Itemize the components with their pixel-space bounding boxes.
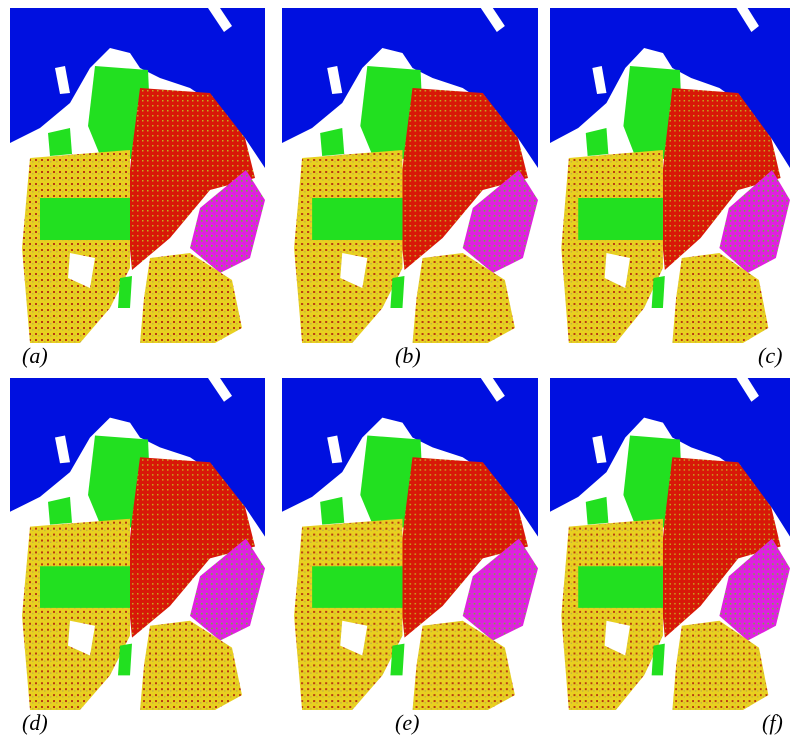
map-a [10, 8, 265, 343]
caption: (d) [22, 710, 48, 736]
figure: (a) (b) (c) (d) (e) (f) [0, 0, 800, 740]
map-c [550, 8, 790, 343]
caption: (a) [22, 343, 48, 369]
caption: (b) [395, 343, 421, 369]
map-e [282, 378, 538, 710]
map-b [282, 8, 538, 343]
caption: (f) [762, 710, 783, 736]
caption: (e) [395, 710, 419, 736]
map-d [10, 378, 265, 710]
caption: (c) [758, 343, 782, 369]
map-f [550, 378, 790, 710]
